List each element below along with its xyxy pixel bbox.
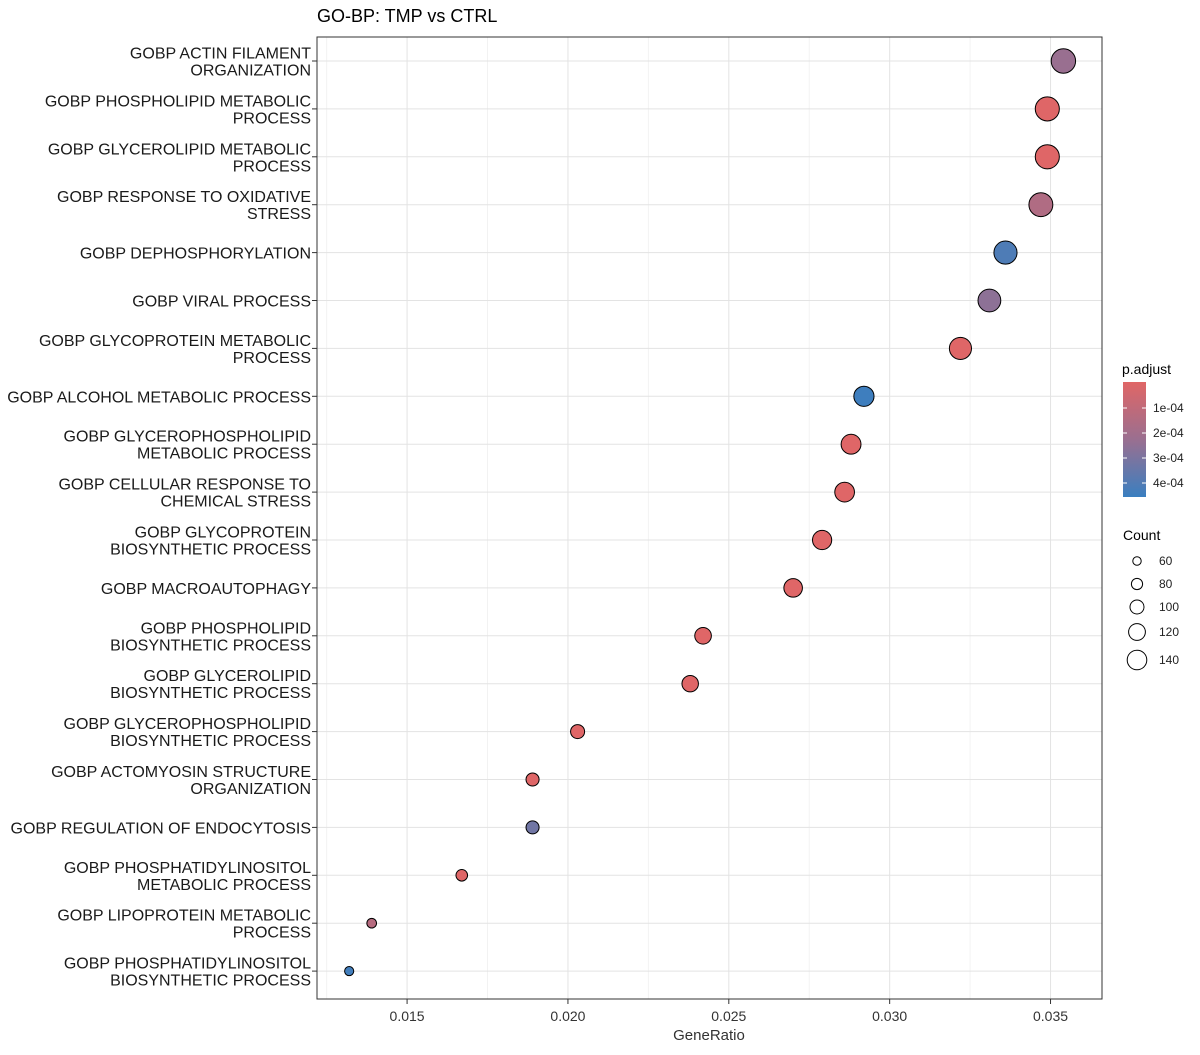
color-legend: p.adjust 1e-04 2e-04 3e-04 4e-04 <box>1122 361 1184 497</box>
data-point <box>834 481 855 503</box>
data-point <box>993 240 1018 265</box>
y-tick-label: GOBP ACTIN FILAMENT <box>130 46 311 63</box>
data-point <box>840 433 862 455</box>
y-tick-label: PROCESS <box>233 350 311 367</box>
size-legend-circle <box>1126 649 1148 671</box>
size-legend-label: 140 <box>1159 653 1179 667</box>
data-point <box>525 772 540 787</box>
color-legend-title: p.adjust <box>1122 361 1171 377</box>
data-point <box>977 288 1002 313</box>
y-tick-label: GOBP GLYCEROPHOSPHOLIPID <box>64 716 311 733</box>
y-tick-label: GOBP PHOSPHATIDYLINOSITOL <box>64 956 311 973</box>
y-tick-label: ORGANIZATION <box>190 63 311 80</box>
y-tick-label: GOBP PHOSPHOLIPID METABOLIC <box>45 93 311 110</box>
data-point <box>694 626 712 645</box>
y-tick-label: GOBP ALCOHOL METABOLIC PROCESS <box>7 389 311 406</box>
x-axis-title: GeneRatio <box>673 1027 745 1044</box>
data-point <box>1034 144 1060 170</box>
data-points <box>344 48 1077 977</box>
y-tick-label: GOBP MACROAUTOPHAGY <box>101 581 311 598</box>
y-tick-label: STRESS <box>247 206 311 223</box>
grid-lines <box>317 37 1102 999</box>
y-tick-label: GOBP ACTOMYOSIN STRUCTURE <box>51 764 311 781</box>
y-tick-label: BIOSYNTHETIC PROCESS <box>110 637 311 654</box>
size-legend-label: 80 <box>1159 577 1173 591</box>
data-point <box>853 385 875 407</box>
data-point <box>1050 48 1077 74</box>
size-legend-circle <box>1128 623 1146 641</box>
color-legend-label: 2e-04 <box>1153 426 1184 440</box>
y-tick-label: GOBP GLYCEROLIPID <box>144 668 311 685</box>
data-point <box>1028 192 1054 218</box>
x-tick-label: 0.025 <box>711 1008 746 1024</box>
size-legend-circle <box>1129 599 1145 615</box>
chart-title: GO-BP: TMP vs CTRL <box>317 6 497 26</box>
y-tick-label: GOBP VIRAL PROCESS <box>132 294 311 311</box>
y-tick-label: BIOSYNTHETIC PROCESS <box>110 542 311 559</box>
x-tick-label: 0.015 <box>390 1008 425 1024</box>
data-point <box>366 917 378 929</box>
size-legend: Count 60 80 100 120 140 <box>1123 527 1179 671</box>
x-axis-ticks: 0.015 0.020 0.025 0.030 0.035 <box>390 999 1068 1024</box>
y-tick-label: GOBP RESPONSE TO OXIDATIVE <box>57 189 311 206</box>
x-tick-label: 0.035 <box>1033 1008 1068 1024</box>
y-tick-label: GOBP REGULATION OF ENDOCYTOSIS <box>11 820 312 837</box>
data-point <box>1034 96 1060 122</box>
size-legend-circle <box>1132 556 1142 566</box>
data-point <box>570 724 586 740</box>
y-tick-label: BIOSYNTHETIC PROCESS <box>110 685 311 702</box>
y-tick-label: GOBP PHOSPHATIDYLINOSITOL <box>64 860 311 877</box>
color-legend-label: 1e-04 <box>1153 401 1184 415</box>
y-tick-label: METABOLIC PROCESS <box>137 446 311 463</box>
y-tick-label: BIOSYNTHETIC PROCESS <box>110 973 311 990</box>
y-tick-label: GOBP GLYCEROLIPID METABOLIC <box>48 141 311 158</box>
y-tick-label: PROCESS <box>233 110 311 127</box>
y-tick-label: BIOSYNTHETIC PROCESS <box>110 733 311 750</box>
y-tick-label: METABOLIC PROCESS <box>137 877 311 894</box>
y-tick-label: GOBP LIPOPROTEIN METABOLIC <box>57 908 311 925</box>
y-tick-label: GOBP CELLULAR RESPONSE TO <box>58 477 311 494</box>
color-legend-bar <box>1123 382 1146 497</box>
x-tick-label: 0.020 <box>550 1008 585 1024</box>
y-tick-label: PROCESS <box>233 925 311 942</box>
plot-panel-border <box>316 36 1103 1000</box>
x-tick-label: 0.030 <box>872 1008 907 1024</box>
y-tick-label: PROCESS <box>233 158 311 175</box>
size-legend-circle <box>1130 577 1144 591</box>
y-tick-label: GOBP GLYCEROPHOSPHOLIPID <box>64 429 311 446</box>
color-legend-label: 4e-04 <box>1153 476 1184 490</box>
data-point <box>948 336 973 360</box>
y-tick-label: CHEMICAL STRESS <box>160 494 311 511</box>
data-point <box>525 820 540 835</box>
data-point <box>811 529 833 551</box>
y-tick-label: GOBP DEPHOSPHORYLATION <box>80 246 311 263</box>
y-tick-label: ORGANIZATION <box>190 781 311 798</box>
y-tick-label: GOBP GLYCOPROTEIN METABOLIC <box>39 333 311 350</box>
size-legend-label: 60 <box>1159 554 1173 568</box>
size-legend-label: 120 <box>1159 625 1179 639</box>
color-legend-ticks: 1e-04 2e-04 3e-04 4e-04 <box>1123 401 1184 490</box>
y-tick-label: GOBP PHOSPHOLIPID <box>141 620 311 637</box>
color-legend-label: 3e-04 <box>1153 451 1184 465</box>
size-legend-title: Count <box>1123 527 1160 543</box>
data-point <box>455 869 469 882</box>
size-legend-label: 100 <box>1159 600 1179 614</box>
y-tick-label: GOBP GLYCOPROTEIN <box>135 525 311 542</box>
data-point <box>681 674 699 693</box>
data-point <box>783 578 803 598</box>
data-point <box>344 966 355 977</box>
size-legend-items: 60 80 100 120 140 <box>1126 554 1179 671</box>
